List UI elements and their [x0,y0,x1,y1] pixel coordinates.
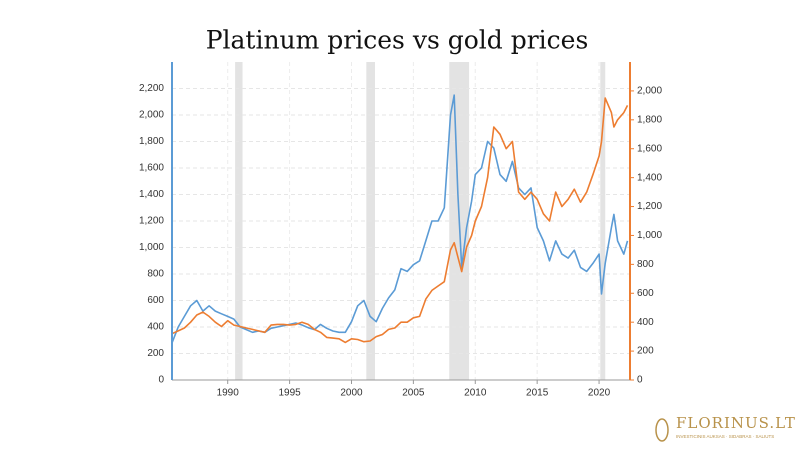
y-tick-label: 200 [147,348,164,359]
series-line [171,94,629,344]
y2-tick-label: 1,800 [637,114,662,125]
y2-tick-label: 2,000 [637,86,662,97]
y-tick-label: 1,200 [139,216,164,227]
y2-tick-label: 400 [637,317,654,328]
y-tick-label: 1,600 [139,163,164,174]
y-tick-label: 1,000 [139,242,164,253]
x-tick-label: 1990 [217,388,240,399]
y-tick-label: 0 [158,375,164,386]
y-tick-label: 800 [147,269,164,280]
y-tick-label: 1,400 [139,189,164,200]
y2-tick-label: 1,400 [637,172,662,183]
y2-tick-label: 1,000 [637,230,662,241]
logo-tagline: INVESTICINIS AUKSAS · SIDABRAS · SALIUTS [676,434,774,439]
series-line [171,97,629,344]
y-tick-label: 2,000 [139,110,164,121]
y-tick-label: 1,800 [139,136,164,147]
chart-title: Platinum prices vs gold prices [206,26,589,55]
x-tick-label: 2015 [526,388,549,399]
y2-tick-label: 1,600 [637,143,662,154]
y2-tick-label: 0 [637,375,643,386]
x-tick-label: 1995 [278,388,301,399]
y-tick-label: 2,200 [139,83,164,94]
logo-name: FLORINUS.LT [676,414,796,432]
y2-tick-label: 1,200 [637,201,662,212]
x-tick-label: 2010 [464,388,487,399]
x-tick-label: 2020 [588,388,611,399]
y-tick-label: 600 [147,295,164,306]
y-tick-label: 400 [147,322,164,333]
y2-tick-label: 800 [637,259,654,270]
logo: FLORINUS.LT INVESTICINIS AUKSAS · SIDABR… [655,414,796,442]
x-tick-label: 2005 [402,388,425,399]
y2-tick-label: 200 [637,346,654,357]
y2-tick-label: 600 [637,288,654,299]
logo-icon [655,418,669,442]
x-tick-label: 2000 [340,388,363,399]
